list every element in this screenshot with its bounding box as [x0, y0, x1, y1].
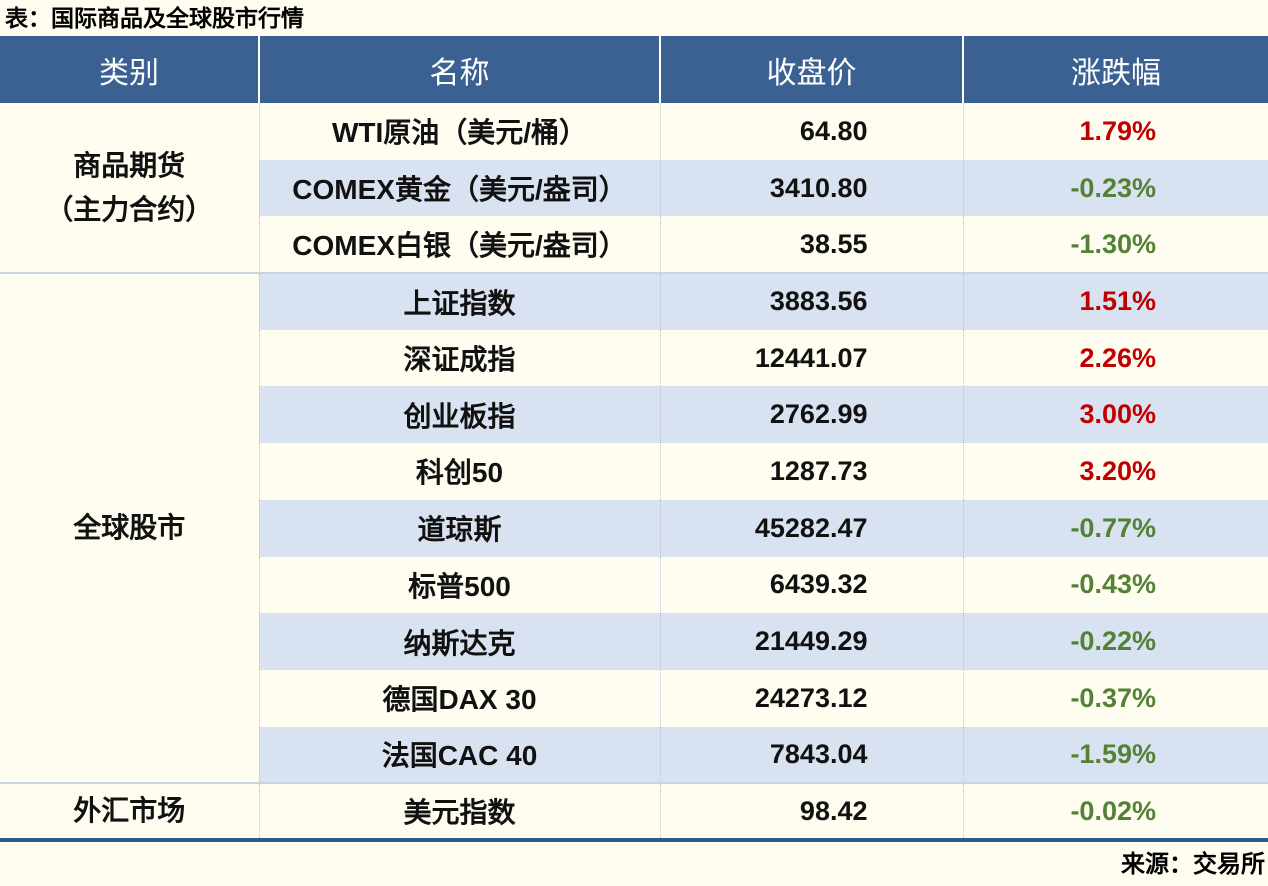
change-cell: 1.51% — [962, 272, 1268, 330]
category-cell-global-stocks: 全球股市 — [0, 272, 260, 784]
name-cell: 纳斯达克 — [258, 613, 660, 670]
change-cell: -0.23% — [962, 159, 1268, 217]
change-cell: -0.37% — [962, 669, 1268, 727]
category-label: 商品期货 （主力合约） — [45, 149, 214, 225]
change-cell: -0.43% — [962, 556, 1268, 614]
change-value: 2.26% — [1079, 342, 1156, 373]
change-value: -1.30% — [1070, 228, 1156, 259]
table-title: 表：国际商品及全球股市行情 — [5, 5, 304, 31]
table-row: 外汇市场 美元指数 98.42 -0.02% — [0, 782, 1268, 840]
name-cell: 深证成指 — [258, 329, 660, 387]
table-header: 类别 名称 收盘价 涨跌幅 — [0, 36, 1268, 103]
change-cell: 1.79% — [962, 103, 1268, 160]
change-cell: -1.30% — [962, 216, 1268, 274]
name-cell: WTI原油（美元/桶） — [258, 103, 660, 160]
change-cell: 3.20% — [962, 443, 1268, 500]
market-table: 类别 名称 收盘价 涨跌幅 商品期货 （主力合约） WTI原油（美元/桶） 64… — [0, 36, 1268, 842]
change-value: -0.77% — [1070, 512, 1156, 543]
name-cell: 科创50 — [258, 443, 660, 500]
close-cell: 64.80 — [659, 103, 963, 160]
change-value: 1.79% — [1079, 115, 1156, 146]
close-cell: 24273.12 — [659, 669, 963, 727]
name-cell: 法国CAC 40 — [258, 726, 660, 784]
close-cell: 45282.47 — [659, 499, 963, 557]
header-category: 类别 — [0, 36, 259, 103]
close-cell: 3410.80 — [659, 159, 963, 217]
change-value: -0.23% — [1070, 172, 1156, 203]
change-value: -1.59% — [1070, 738, 1156, 769]
change-value: 3.20% — [1079, 455, 1156, 486]
close-cell: 2762.99 — [659, 386, 963, 444]
name-cell: 美元指数 — [258, 782, 660, 840]
table-row: 商品期货 （主力合约） WTI原油（美元/桶） 64.80 1.79% — [0, 103, 1268, 274]
change-cell: -1.59% — [962, 726, 1268, 784]
change-cell: 2.26% — [962, 329, 1268, 387]
category-label: 外汇市场 — [73, 795, 186, 827]
header-name: 名称 — [258, 36, 660, 103]
close-cell: 7843.04 — [659, 726, 963, 784]
close-cell: 6439.32 — [659, 556, 963, 614]
name-cell: 创业板指 — [258, 386, 660, 444]
close-cell: 21449.29 — [659, 613, 963, 670]
category-label: 全球股市 — [73, 512, 186, 544]
header-close: 收盘价 — [659, 36, 963, 103]
change-value: -0.22% — [1070, 626, 1156, 657]
table-row: COMEX黄金（美元/盎司） 3410.80 -0.23% — [0, 159, 1268, 217]
change-value: 1.51% — [1079, 286, 1156, 317]
name-cell: 上证指数 — [258, 272, 660, 330]
change-cell: -0.77% — [962, 499, 1268, 557]
close-cell: 38.55 — [659, 216, 963, 274]
name-cell: COMEX黄金（美元/盎司） — [258, 159, 660, 217]
header-row: 类别 名称 收盘价 涨跌幅 — [0, 36, 1268, 103]
category-cell-commodities: 商品期货 （主力合约） — [0, 103, 260, 274]
change-cell: -0.22% — [962, 613, 1268, 670]
source-note: 来源：交易所 — [1121, 850, 1265, 878]
change-value: 3.00% — [1079, 399, 1156, 430]
name-cell: COMEX白银（美元/盎司） — [258, 216, 660, 274]
change-value: -0.02% — [1070, 795, 1156, 826]
change-cell: -0.02% — [962, 782, 1268, 840]
name-cell: 道琼斯 — [258, 499, 660, 557]
category-cell-forex: 外汇市场 — [0, 782, 260, 840]
close-cell: 98.42 — [659, 782, 963, 840]
change-value: -0.43% — [1070, 569, 1156, 600]
close-cell: 1287.73 — [659, 443, 963, 500]
close-cell: 3883.56 — [659, 272, 963, 330]
header-change: 涨跌幅 — [962, 36, 1268, 103]
name-cell: 德国DAX 30 — [258, 669, 660, 727]
close-cell: 12441.07 — [659, 329, 963, 387]
change-value: -0.37% — [1070, 682, 1156, 713]
table-row: 全球股市 上证指数 3883.56 1.51% — [0, 272, 1268, 784]
name-cell: 标普500 — [258, 556, 660, 614]
change-cell: 3.00% — [962, 386, 1268, 444]
